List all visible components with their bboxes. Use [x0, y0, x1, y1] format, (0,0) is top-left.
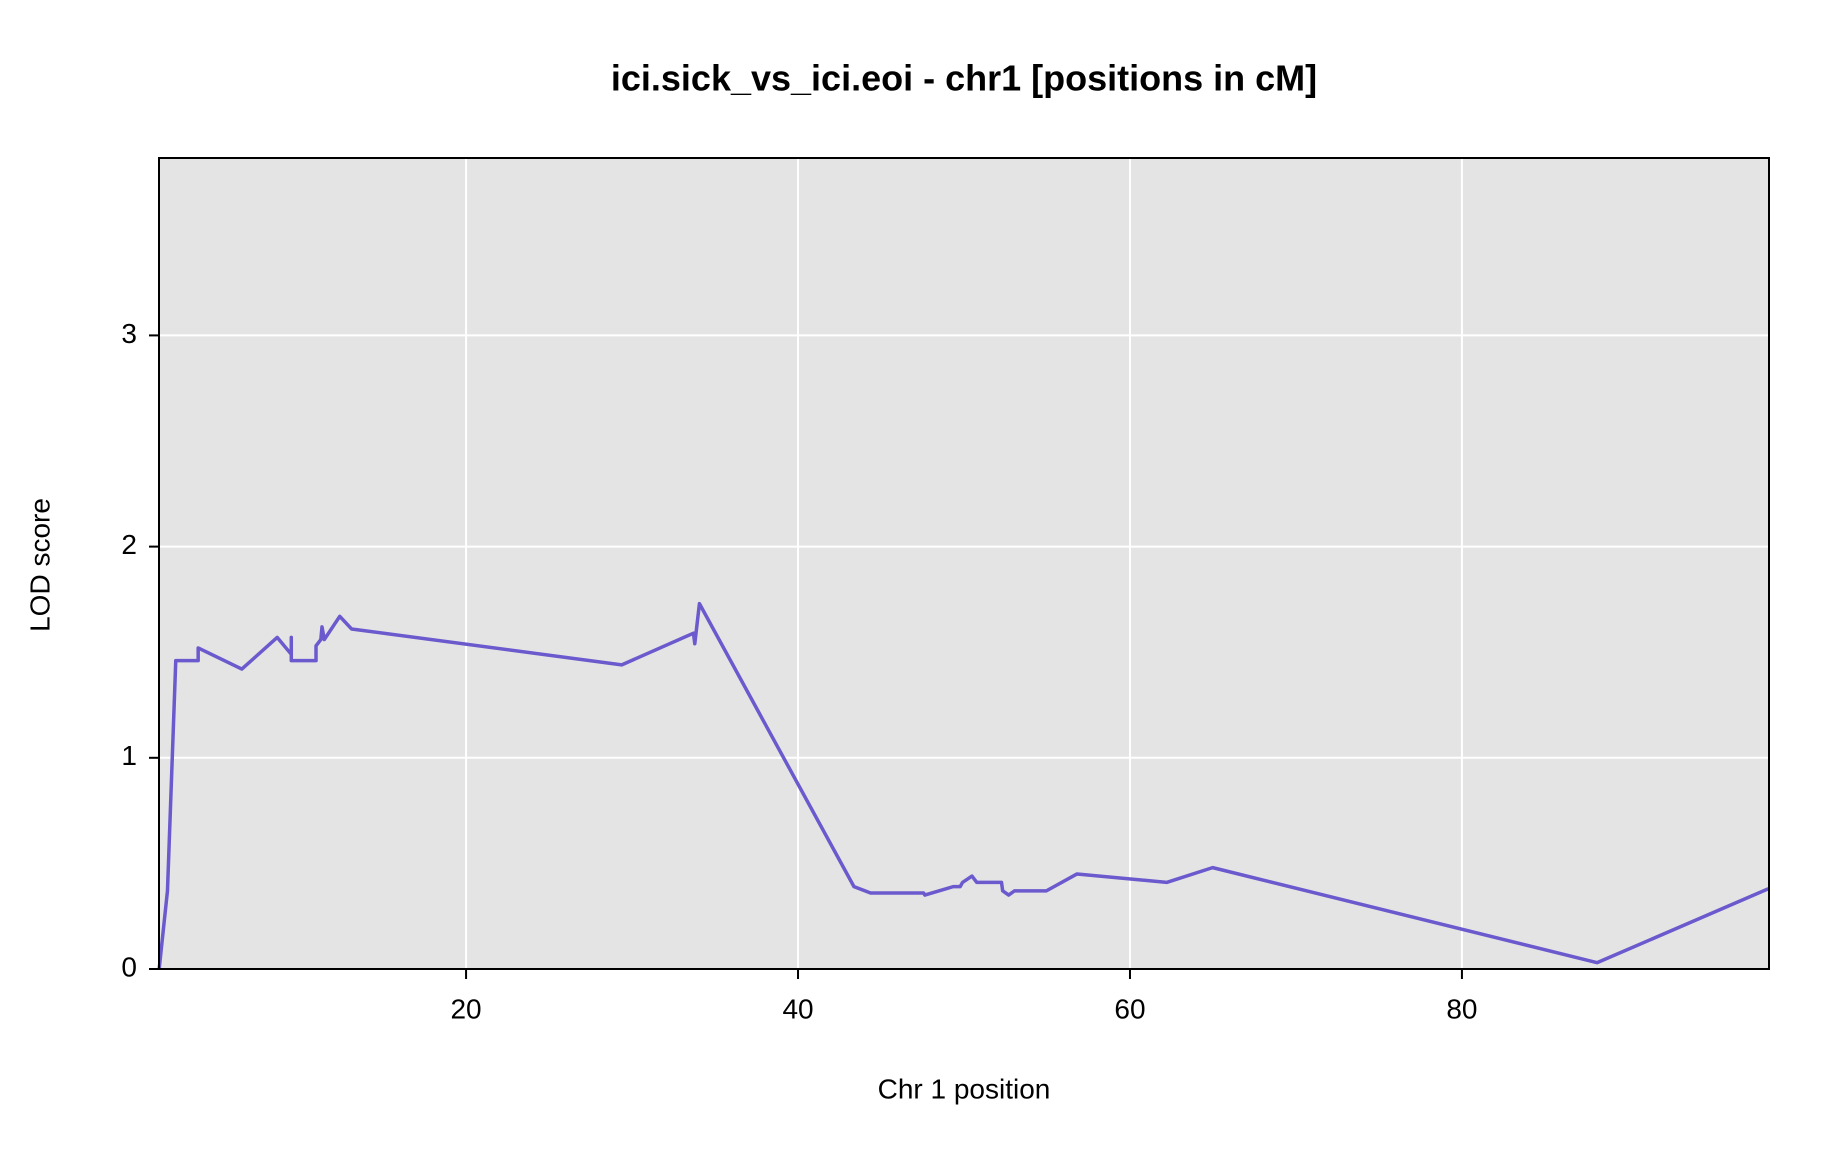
y-tick-label: 1	[121, 740, 137, 771]
x-tick-label: 80	[1446, 993, 1477, 1024]
plot-background	[159, 158, 1769, 969]
y-tick-label: 0	[121, 951, 137, 982]
y-tick-label: 2	[121, 529, 137, 560]
x-tick-label: 40	[782, 993, 813, 1024]
data-line	[157, 601, 1770, 970]
x-tick-label: 60	[1114, 993, 1145, 1024]
plot-frame	[158, 157, 1770, 970]
x-axis-label: Chr 1 position	[878, 1073, 1051, 1104]
y-tick-label: 3	[121, 318, 137, 349]
x-tick-label: 20	[450, 993, 481, 1024]
chart-title: ici.sick_vs_ici.eoi - chr1 [positions in…	[611, 58, 1317, 99]
y-axis-label: LOD score	[24, 498, 55, 632]
